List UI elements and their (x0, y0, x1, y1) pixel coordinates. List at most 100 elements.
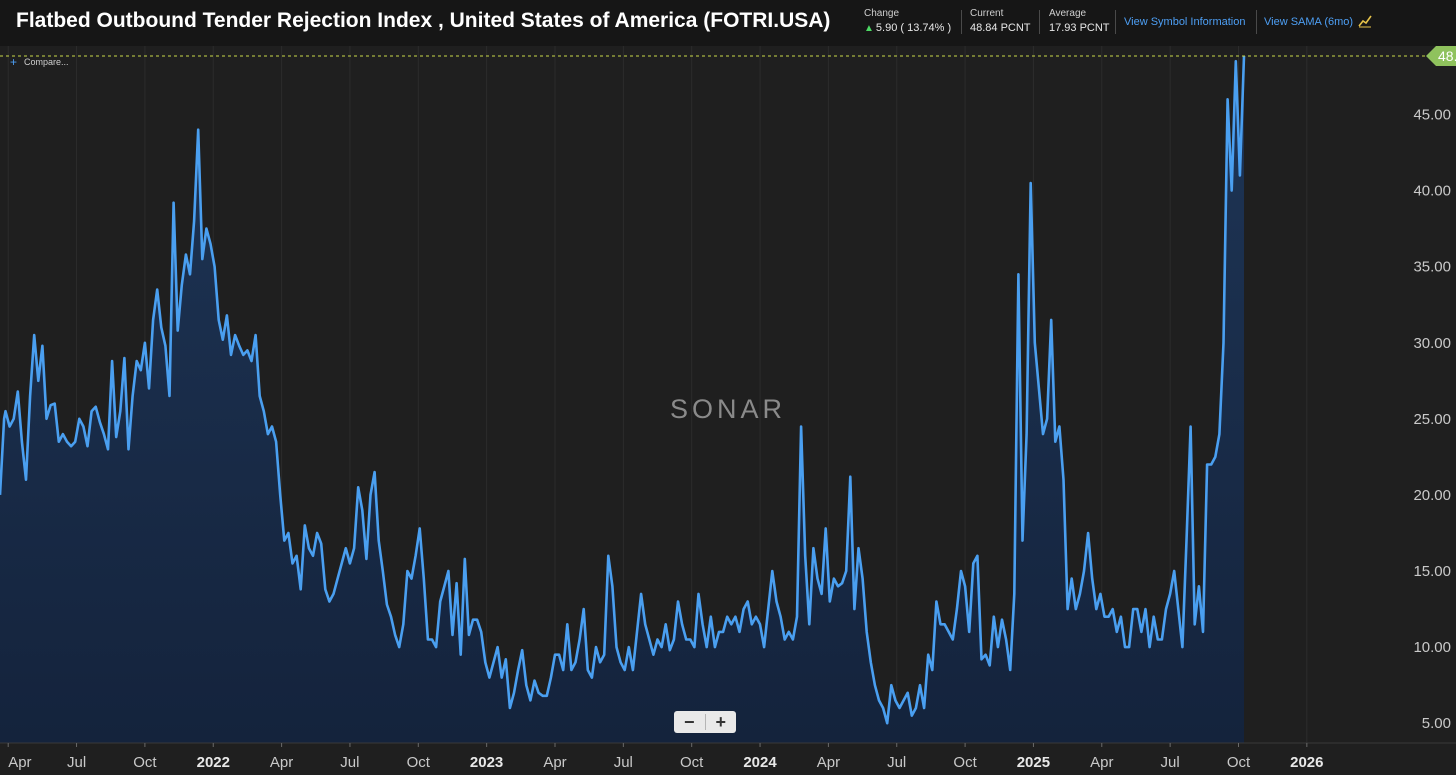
data-point (193, 220, 195, 222)
data-point (1165, 608, 1167, 610)
data-point (357, 486, 359, 488)
data-point (796, 616, 798, 618)
x-tick-label: Apr (270, 754, 293, 771)
plus-icon: + (10, 55, 17, 69)
x-axis: Apr Jul Oct 2022 Apr Jul Oct 2023 Apr Jul Oct 2024 A… (0, 742, 1456, 771)
data-point (250, 360, 252, 362)
data-point (640, 593, 642, 595)
data-point (488, 676, 490, 678)
data-point (759, 623, 761, 625)
data-point (1157, 638, 1159, 640)
current-label: Current (970, 8, 1004, 19)
data-point (172, 202, 174, 204)
data-point (95, 406, 97, 408)
data-point (1005, 638, 1007, 640)
data-point (566, 623, 568, 625)
data-point (189, 273, 191, 275)
data-point (406, 570, 408, 572)
data-point (784, 638, 786, 640)
data-point (853, 608, 855, 610)
data-point (706, 646, 708, 648)
data-point (127, 448, 129, 450)
data-point (115, 436, 117, 438)
data-point (111, 360, 113, 362)
data-point (1046, 418, 1048, 420)
chart-header: Flatbed Outbound Tender Rejection Index … (0, 0, 1456, 46)
zoom-out-button[interactable]: − (683, 712, 695, 732)
data-point (1017, 273, 1019, 275)
data-point (980, 658, 982, 660)
last-value-tag: 48.84 (1426, 46, 1456, 67)
data-point (812, 547, 814, 549)
data-point (8, 425, 10, 427)
x-tick-label: Apr (8, 754, 31, 771)
data-point (976, 555, 978, 557)
data-point (1222, 342, 1224, 344)
zoom-in-button[interactable]: + (715, 712, 726, 732)
data-point (533, 679, 535, 681)
data-point (369, 494, 371, 496)
data-point (152, 319, 154, 321)
data-point (234, 334, 236, 336)
data-point (878, 699, 880, 701)
data-point (78, 418, 80, 420)
data-point (295, 555, 297, 557)
data-point (665, 623, 667, 625)
x-tick-label: Apr (1090, 754, 1113, 771)
data-point (131, 395, 133, 397)
data-point (1173, 570, 1175, 572)
data-point (259, 395, 261, 397)
data-point (550, 676, 552, 678)
data-point (1099, 593, 1101, 595)
data-point (410, 577, 412, 579)
data-point (923, 707, 925, 709)
data-point (21, 441, 23, 443)
data-point (1034, 342, 1036, 344)
data-point (521, 649, 523, 651)
data-point (742, 608, 744, 610)
data-point (927, 654, 929, 656)
data-point (1038, 387, 1040, 389)
data-point (1161, 638, 1163, 640)
data-point (427, 638, 429, 640)
data-point (825, 527, 827, 529)
view-sama-link[interactable]: View SAMA (6mo) (1264, 16, 1354, 28)
data-point (386, 603, 388, 605)
series-line[interactable] (0, 55, 1246, 725)
data-point (554, 654, 556, 656)
data-point (361, 509, 363, 511)
data-point (1128, 646, 1130, 648)
x-tick-label: Jul (340, 754, 359, 771)
change-value-row: ▲ 5.90 ( 13.74% ) (864, 22, 951, 34)
data-point (771, 570, 773, 572)
data-point (968, 631, 970, 633)
data-point (382, 570, 384, 572)
data-point (915, 707, 917, 709)
x-tick-label: Oct (1227, 754, 1251, 771)
data-point (595, 646, 597, 648)
change-value: 5.90 ( 13.74% ) (875, 22, 952, 34)
data-point (578, 638, 580, 640)
data-point (1144, 608, 1146, 610)
chart-area[interactable]: SONAR 5.00 10.00 15.00 20.00 25.00 30.00 35.00… (0, 46, 1456, 775)
data-point (857, 547, 859, 549)
data-point (140, 369, 142, 371)
data-point (86, 445, 88, 447)
data-point (710, 616, 712, 618)
data-point (177, 329, 179, 331)
data-point (1177, 608, 1179, 610)
data-point (168, 395, 170, 397)
view-symbol-info-link[interactable]: View Symbol Information (1124, 16, 1246, 28)
data-point (816, 577, 818, 579)
data-point (1079, 593, 1081, 595)
data-point (107, 448, 109, 450)
y-tick-label: 5.00 (1422, 715, 1451, 732)
data-point (820, 593, 822, 595)
data-point (378, 539, 380, 541)
compare-button[interactable]: + Compare... (10, 55, 69, 69)
data-point (222, 339, 224, 341)
x-tick-year-label: 2025 (1017, 754, 1050, 771)
chart-trend-icon[interactable] (1358, 14, 1372, 28)
data-point (230, 354, 232, 356)
x-tick-label: Jul (67, 754, 86, 771)
